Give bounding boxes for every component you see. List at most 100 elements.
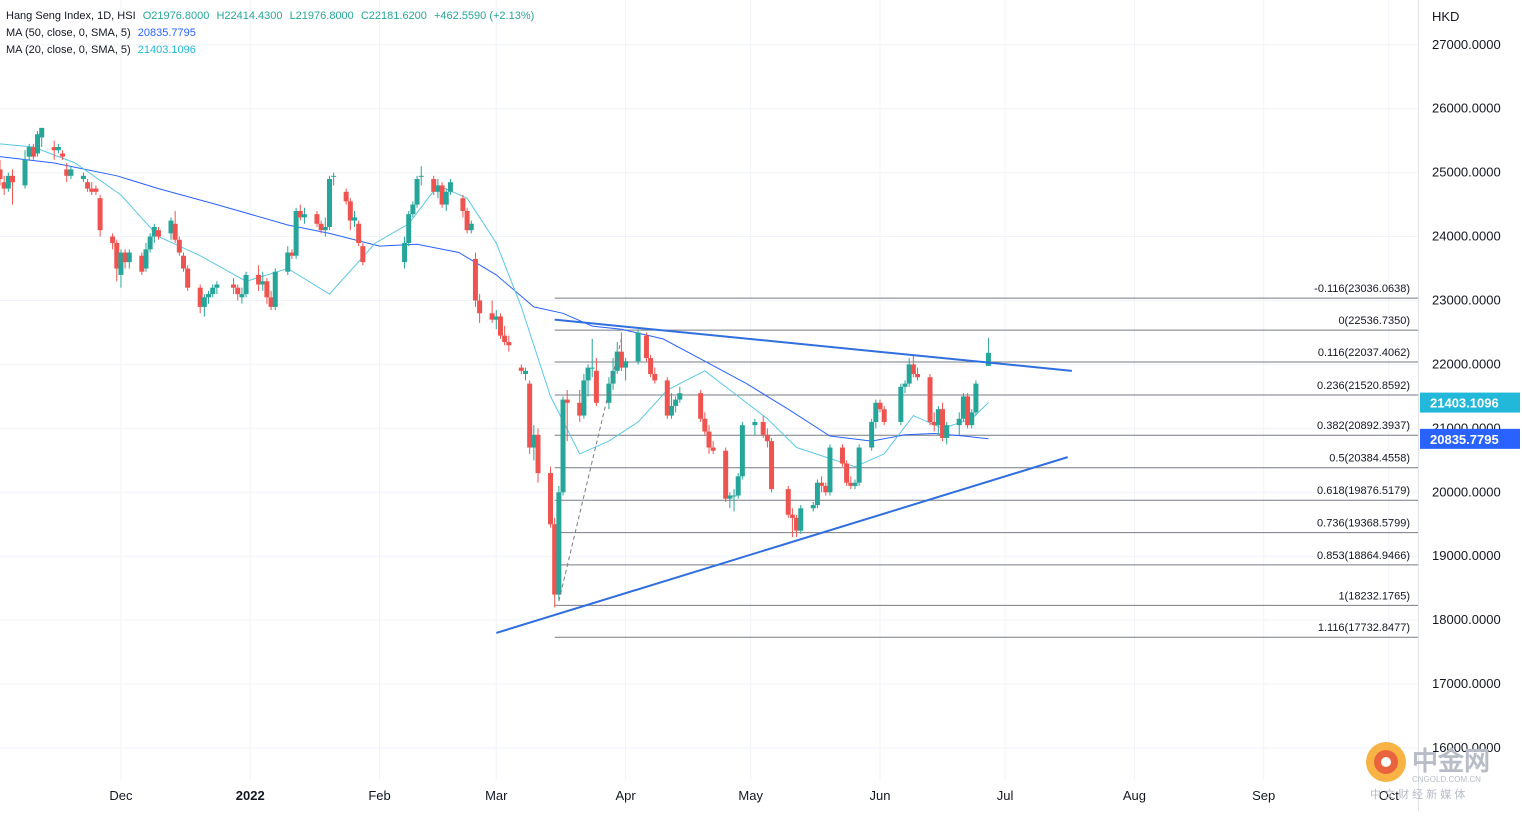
candle-down: [256, 265, 262, 291]
candle-down: [64, 163, 70, 183]
candle-up: [956, 412, 962, 435]
candle-body: [985, 352, 991, 366]
candle-up: [827, 444, 833, 496]
candle-body: [618, 351, 624, 368]
candle-down: [881, 405, 887, 426]
candle-body: [915, 374, 921, 378]
candle-body: [80, 175, 86, 180]
candle-body: [60, 153, 66, 157]
x-tick-label: Sep: [1252, 788, 1275, 803]
candle-body: [581, 380, 587, 416]
candle-up: [447, 179, 453, 195]
candle-up: [168, 217, 174, 240]
candle-down: [264, 278, 270, 304]
candle-body: [531, 434, 537, 448]
candle-body: [493, 316, 499, 320]
candle-down: [235, 284, 241, 301]
candle-body: [114, 242, 120, 269]
candle-body: [197, 287, 203, 307]
candle-down: [698, 390, 704, 422]
candle-body: [322, 226, 328, 231]
y-tick-label: 17000.0000: [1432, 676, 1501, 691]
candle-down: [93, 185, 99, 195]
candle-body: [301, 214, 307, 218]
candle-body: [418, 175, 424, 177]
candle-body: [848, 482, 854, 486]
candle-down: [548, 466, 554, 528]
candle-body: [702, 418, 708, 432]
candle-up: [531, 425, 537, 461]
candle-up: [752, 418, 758, 435]
candle-body: [643, 335, 649, 359]
candle-body: [68, 169, 74, 176]
y-tick-label: 22000.0000: [1432, 356, 1501, 371]
candle-down: [497, 313, 503, 339]
candle-up: [22, 150, 28, 189]
candle-body: [22, 159, 28, 186]
candle-down: [431, 175, 437, 195]
trendlines[interactable]: [496, 318, 1072, 634]
legend-ma20-row[interactable]: MA (20, close, 0, SMA, 5) 21403.1096: [6, 42, 534, 59]
candle-up: [522, 367, 528, 381]
candle-down: [60, 150, 66, 160]
candle-down: [155, 226, 161, 240]
candle-body: [347, 201, 353, 221]
candle-down: [702, 412, 708, 435]
candle-up: [26, 143, 32, 160]
candle-up: [118, 249, 124, 288]
candle-body: [965, 396, 971, 426]
candle-body: [26, 147, 32, 157]
y-tick-label: 19000.0000: [1432, 548, 1501, 563]
candle-body: [356, 223, 362, 243]
fibonacci-retracement[interactable]: -0.116(23036.0638) 0(22536.7350) 0.116(220…: [554, 283, 1418, 638]
candle-up: [260, 271, 266, 291]
candle-down: [710, 441, 716, 454]
legend-symbol-row[interactable]: Hang Seng Index, 1D, HSI O21976.8000 H22…: [6, 8, 534, 25]
candle-body: [969, 412, 975, 426]
candle-up: [852, 479, 858, 490]
candle-down: [10, 169, 16, 205]
candle-body: [352, 217, 357, 221]
candle-up: [585, 364, 591, 397]
candle-up: [673, 396, 679, 413]
candle-body: [318, 223, 324, 231]
candle-body: [201, 297, 207, 307]
candle-body: [85, 182, 91, 189]
fib-level-label: 1.116(17732.8477): [1318, 622, 1410, 634]
candle-body: [931, 421, 937, 426]
candle-body: [852, 482, 858, 486]
candle-down: [527, 380, 533, 454]
candle-body: [960, 396, 966, 419]
candle-down: [343, 188, 349, 205]
candle-down: [723, 447, 729, 502]
candle-body: [935, 409, 941, 426]
candle-up: [352, 210, 357, 227]
ma20-line: [0, 143, 989, 468]
candle-body: [869, 421, 875, 448]
candle-up: [5, 172, 11, 192]
candle-up: [326, 175, 332, 231]
candle-down: [489, 300, 495, 323]
watermark-brand: 中金网: [1412, 746, 1490, 776]
candle-body: [51, 147, 57, 151]
candle-down: [910, 354, 916, 378]
candle-up: [985, 337, 991, 366]
candle-body: [289, 252, 295, 256]
legend-ma50-row[interactable]: MA (50, close, 0, SMA, 5) 20835.7795: [6, 25, 534, 42]
x-tick-label: May: [738, 788, 763, 803]
candle-body: [798, 508, 804, 531]
candle-body: [126, 252, 132, 263]
candle-down: [823, 482, 829, 496]
candle-body: [548, 473, 554, 525]
candle-body: [93, 188, 99, 192]
candle-body: [64, 169, 70, 176]
candle-body: [293, 210, 299, 256]
candle-down: [314, 210, 320, 227]
candle-body: [435, 185, 441, 192]
candle-body: [143, 249, 149, 269]
x-tick-label: Oct: [1379, 788, 1400, 803]
candle-body: [589, 367, 595, 369]
candle-body: [881, 409, 887, 422]
